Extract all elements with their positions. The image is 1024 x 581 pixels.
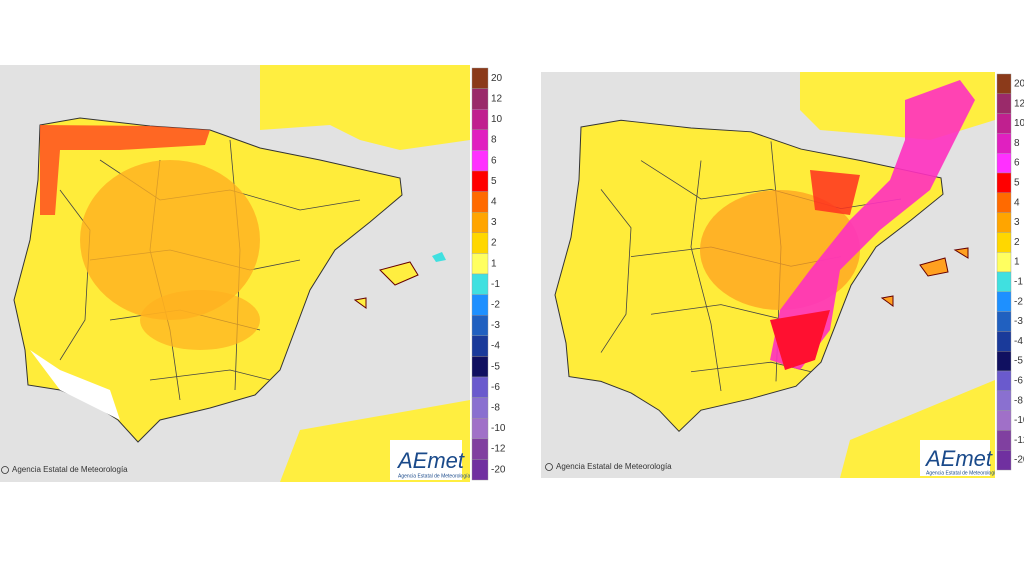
legend-swatch bbox=[996, 73, 1012, 94]
legend-label: -12 bbox=[491, 444, 506, 455]
legend-swatch bbox=[996, 430, 1012, 451]
legend-label: -4 bbox=[1014, 336, 1023, 347]
legend-swatch bbox=[471, 273, 489, 295]
legend-label: -2 bbox=[1014, 296, 1023, 307]
legend-swatch bbox=[996, 351, 1012, 372]
legend-label: -5 bbox=[1014, 356, 1023, 367]
legend-label: -10 bbox=[491, 423, 506, 434]
legend-label: -20 bbox=[491, 464, 506, 475]
legend-swatch bbox=[471, 315, 489, 337]
legend-label: 4 bbox=[1014, 197, 1020, 208]
legend-swatch bbox=[471, 211, 489, 233]
legend-swatch bbox=[471, 376, 489, 398]
legend-swatch bbox=[471, 397, 489, 419]
legend-swatch bbox=[471, 418, 489, 440]
legend-swatch bbox=[996, 311, 1012, 332]
legend-swatch bbox=[471, 253, 489, 275]
logo: AEmet bbox=[924, 446, 993, 471]
legend-label: -1 bbox=[1014, 277, 1023, 288]
legend-swatch bbox=[471, 108, 489, 130]
legend-label: 8 bbox=[1014, 138, 1020, 149]
legend-swatch bbox=[996, 172, 1012, 193]
legend-swatch bbox=[996, 331, 1012, 352]
legend-label: 1 bbox=[1014, 257, 1020, 268]
legend-label: -12 bbox=[1014, 435, 1024, 446]
legend-swatch bbox=[471, 356, 489, 378]
legend-label: -3 bbox=[491, 320, 500, 331]
legend-label: 2 bbox=[1014, 237, 1020, 248]
legend-swatch bbox=[996, 192, 1012, 213]
legend-label: 4 bbox=[491, 197, 497, 208]
legend-label: 12 bbox=[491, 94, 503, 105]
legend-swatch bbox=[996, 251, 1012, 273]
legend-swatch bbox=[996, 271, 1012, 292]
legend-label: 5 bbox=[1014, 178, 1020, 189]
legend-label: -6 bbox=[1014, 376, 1023, 387]
legend-swatch bbox=[996, 152, 1012, 174]
legend-label: 2 bbox=[491, 238, 497, 249]
legend-swatch bbox=[996, 212, 1012, 233]
legends: 2012108654321-1-2-3-4-5-6-8-10-12-202012… bbox=[471, 67, 1024, 481]
logo-caption: Agencia Estatal de Meteorología bbox=[398, 473, 470, 479]
legend-label: -4 bbox=[491, 341, 500, 352]
legend-swatch bbox=[471, 294, 489, 316]
legend-label: -6 bbox=[491, 382, 500, 393]
legend-swatch bbox=[471, 150, 489, 172]
map-left: AEmet Agencia Estatal de Meteorología Ag… bbox=[0, 65, 470, 482]
legend-swatch bbox=[471, 232, 489, 254]
legend-label: -2 bbox=[491, 300, 500, 311]
legend-label: 20 bbox=[1014, 79, 1024, 90]
legend-label: -10 bbox=[1014, 415, 1024, 426]
legend-label: 5 bbox=[491, 176, 497, 187]
legend-label: 10 bbox=[1014, 118, 1024, 129]
legend-label: 12 bbox=[1014, 98, 1024, 109]
legend-swatch bbox=[471, 129, 489, 151]
legend-swatch bbox=[471, 67, 489, 89]
legend-label: 6 bbox=[1014, 158, 1020, 169]
legend-label: -1 bbox=[491, 279, 500, 290]
credit: Agencia Estatal de Meteorología bbox=[12, 465, 128, 474]
legend-swatch bbox=[471, 170, 489, 192]
legend-swatch bbox=[996, 93, 1012, 114]
legend-label: -5 bbox=[491, 361, 500, 372]
legend-swatch bbox=[996, 370, 1012, 391]
legend-swatch bbox=[471, 438, 489, 460]
legend-label: -8 bbox=[1014, 395, 1023, 406]
map-right: AEmet Agencia Estatal de Meteorología Ag… bbox=[541, 72, 998, 478]
legend-swatch bbox=[471, 191, 489, 213]
legend-swatch bbox=[471, 459, 489, 481]
logo: AEmet bbox=[396, 448, 465, 473]
legend-swatch bbox=[996, 133, 1012, 154]
legend-label: -20 bbox=[1014, 455, 1024, 466]
legend-swatch bbox=[471, 88, 489, 110]
legend-label: 6 bbox=[491, 155, 497, 166]
legend-swatch bbox=[996, 232, 1012, 253]
legend-label: 1 bbox=[491, 258, 497, 269]
logo-caption: Agencia Estatal de Meteorología bbox=[926, 470, 998, 476]
legend-label: 10 bbox=[491, 114, 503, 125]
legend-swatch bbox=[996, 390, 1012, 411]
legend-swatch bbox=[996, 113, 1012, 134]
legend-label: 8 bbox=[491, 135, 497, 146]
legend-label: -8 bbox=[491, 403, 500, 414]
credit: Agencia Estatal de Meteorología bbox=[556, 462, 672, 471]
legend-swatch bbox=[996, 291, 1012, 312]
legend-label: 3 bbox=[491, 217, 497, 228]
legend-swatch bbox=[996, 410, 1012, 431]
legend-swatch bbox=[996, 450, 1012, 471]
legend-label: -3 bbox=[1014, 316, 1023, 327]
legend-swatch bbox=[471, 335, 489, 357]
legend-label: 20 bbox=[491, 73, 503, 84]
legend-label: 3 bbox=[1014, 217, 1020, 228]
